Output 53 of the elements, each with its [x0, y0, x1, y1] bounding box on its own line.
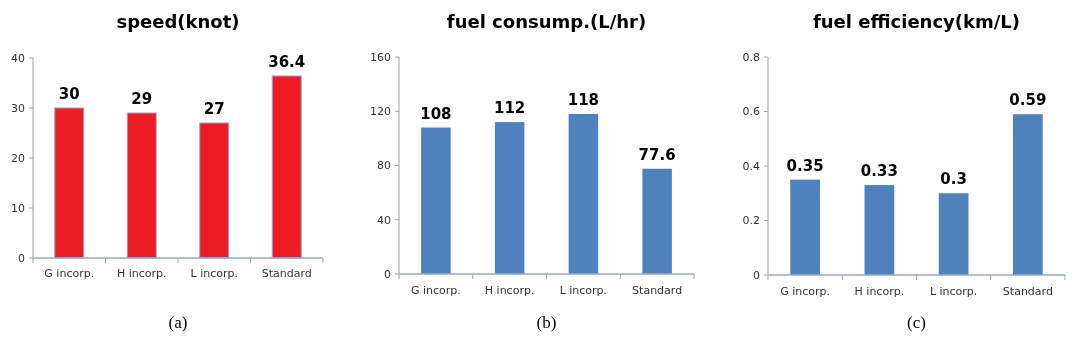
y-tick-label: 80: [377, 159, 391, 173]
y-tick-label: 0: [384, 267, 391, 281]
bar: [421, 127, 451, 274]
data-label: 29: [131, 90, 153, 108]
x-tick-label: H incorp.: [484, 284, 535, 297]
chart-title: fuel consump.(L/hr): [446, 11, 647, 32]
x-tick-label: Standard: [261, 267, 312, 280]
bar: [938, 193, 969, 275]
text: (c): [907, 313, 926, 332]
y-tick-label: 10: [11, 201, 25, 215]
x-tick-label: H incorp.: [854, 285, 905, 298]
x-tick-label: Standard: [632, 284, 683, 297]
data-label: 0.59: [1009, 91, 1047, 110]
y-tick-label: 30: [11, 101, 25, 115]
bar: [864, 185, 895, 275]
y-tick-label: 0.8: [742, 50, 760, 64]
data-label: 118: [567, 90, 600, 109]
x-tick-label: L incorp.: [559, 284, 608, 297]
y-tick-label: 20: [11, 151, 25, 165]
y-tick-label: 40: [11, 51, 25, 65]
data-label: 0.3: [940, 170, 967, 189]
y-tick-label: 160: [370, 50, 391, 64]
data-label: 30: [58, 85, 80, 103]
y-tick-label: 0: [18, 251, 25, 265]
x-tick-label: G incorp.: [410, 284, 461, 297]
chart-title: speed(knot): [116, 11, 240, 32]
bar: [568, 113, 599, 274]
data-label: 0.33: [860, 162, 898, 181]
x-tick-label: G incorp.: [44, 267, 95, 280]
x-tick-label: G incorp.: [780, 285, 831, 298]
chart-title: fuel efficiency(km/L): [812, 11, 1021, 32]
text: (b): [536, 313, 557, 332]
data-label: 27: [203, 100, 225, 118]
x-tick-label: L incorp.: [929, 285, 978, 298]
y-tick-label: 0.4: [742, 159, 760, 173]
bar: [1013, 114, 1043, 275]
x-tick-label: Standard: [1002, 285, 1053, 298]
y-tick-label: 0.2: [742, 214, 760, 228]
x-tick-label: L incorp.: [190, 267, 238, 280]
y-tick-label: 0: [753, 268, 760, 282]
bar: [790, 179, 820, 275]
data-label: 112: [493, 99, 526, 118]
x-tick-label: H incorp.: [116, 267, 167, 280]
data-label: 77.6: [638, 145, 676, 164]
y-tick-label: 120: [370, 105, 391, 119]
y-tick-label: 0.6: [742, 105, 760, 119]
bar: [494, 122, 525, 274]
data-label: 108: [420, 104, 452, 123]
y-tick-label: 40: [377, 213, 391, 227]
text: (a): [168, 313, 188, 332]
bar: [642, 168, 672, 274]
data-label: 0.35: [786, 156, 824, 175]
data-label: 36.4: [268, 53, 306, 71]
